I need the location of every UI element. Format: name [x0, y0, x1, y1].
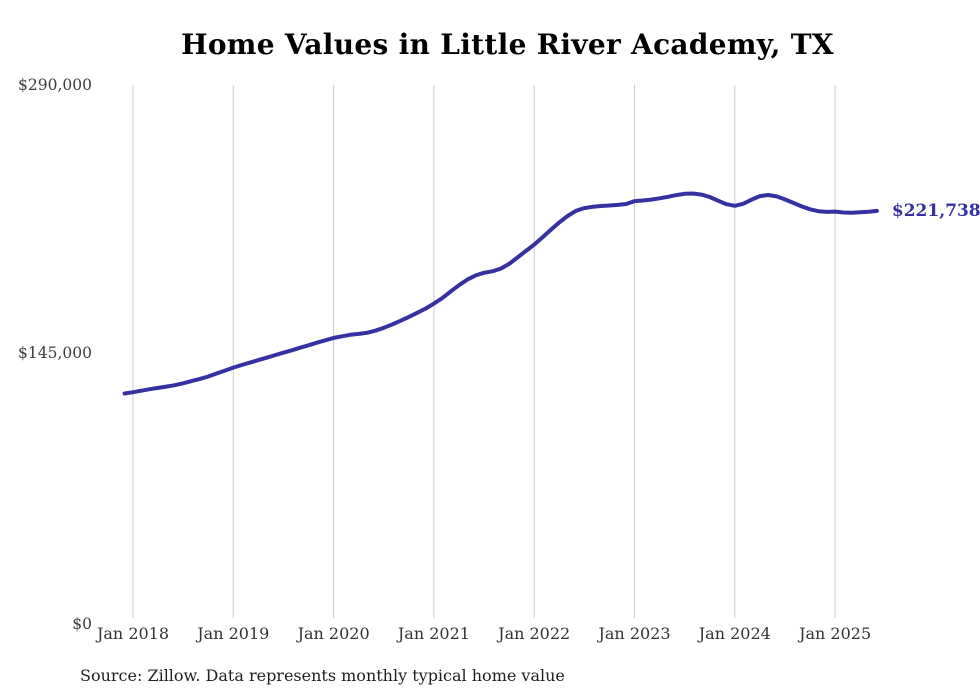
y-tick-label: $145,000: [18, 343, 92, 362]
source-note: Source: Zillow. Data represents monthly …: [80, 666, 565, 685]
x-tick-label: Jan 2018: [96, 624, 170, 643]
x-tick-label: Jan 2024: [698, 624, 771, 643]
x-tick-label: Jan 2023: [598, 624, 671, 643]
home-value-line: [122, 191, 879, 396]
x-tick-label: Jan 2020: [297, 624, 370, 643]
x-tick-label: Jan 2021: [397, 624, 470, 643]
latest-value-label: $221,738: [891, 200, 980, 221]
x-tick-label: Jan 2025: [799, 624, 872, 643]
y-tick-label: $290,000: [18, 76, 92, 94]
chart-title: Home Values in Little River Academy, TX: [181, 28, 834, 61]
x-tick-label: Jan 2019: [197, 624, 270, 643]
y-tick-label: $0: [72, 615, 92, 633]
x-tick-label: Jan 2022: [498, 624, 571, 643]
